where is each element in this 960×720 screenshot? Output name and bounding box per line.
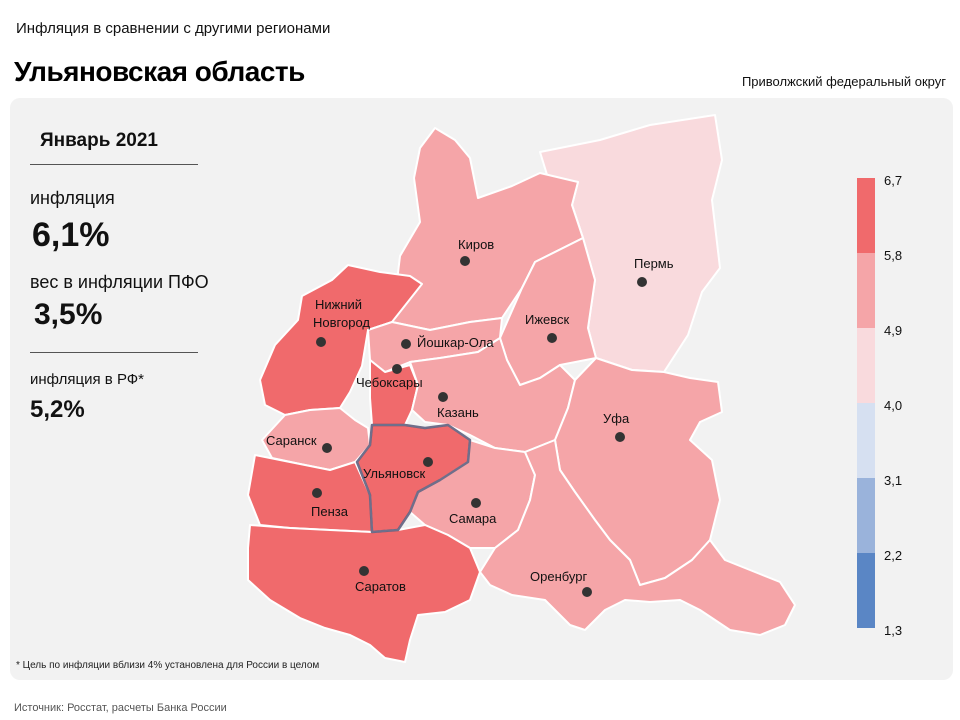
city-dot-ulyanovsk <box>423 457 433 467</box>
legend-bin <box>857 403 875 478</box>
city-label-ufa: Уфа <box>603 411 630 426</box>
region-orenburg[interactable] <box>479 439 796 636</box>
highlight-outline <box>355 423 472 534</box>
city-label-ulyanovsk: Ульяновск <box>363 466 425 481</box>
legend-tick-label: 2,2 <box>884 548 903 563</box>
inflation-value: 6,1% <box>32 216 110 254</box>
city-labels: Киров Пермь Нижний Новгород Ижевск Йошка… <box>266 237 674 594</box>
city-dot-nizhny <box>316 337 326 347</box>
city-label-kazan: Казань <box>437 405 479 420</box>
city-label-saratov: Саратов <box>355 579 406 594</box>
legend-tick-label: 1,3 <box>884 623 903 638</box>
city-dot-perm <box>637 277 647 287</box>
divider <box>30 164 198 165</box>
district-label: Приволжский федеральный округ <box>741 74 946 89</box>
legend-color-bar <box>857 178 875 628</box>
city-dot-saransk <box>322 443 332 453</box>
rf-inflation-label: инфляция в РФ* <box>30 371 145 388</box>
city-label-nizhny-2: Новгород <box>313 315 370 330</box>
legend-tick-label: 4,9 <box>884 323 903 338</box>
legend-tick-label: 3,1 <box>884 473 903 488</box>
legend-tick-label: 5,8 <box>884 248 903 263</box>
city-label-orenburg: Оренбург <box>530 569 587 584</box>
source-note: Источник: Росстат, расчеты Банка России <box>14 702 227 714</box>
city-label-yoshkarola: Йошкар-Ола <box>417 335 494 350</box>
legend-bin <box>857 553 875 628</box>
city-label-saransk: Саранск <box>266 433 317 448</box>
city-dot-cheboksary <box>392 364 402 374</box>
city-label-cheboksary: Чебоксары <box>356 375 423 390</box>
city-dot-saratov <box>359 566 369 576</box>
legend-bin <box>857 178 875 253</box>
period-label: Январь 2021 <box>40 130 158 151</box>
rf-inflation-value: 5,2% <box>30 396 85 423</box>
footnote: * Цель по инфляции вблизи 4% установлена… <box>16 660 320 671</box>
city-dot-ufa <box>615 432 625 442</box>
city-markers <box>312 256 647 597</box>
city-label-izhevsk: Ижевск <box>525 312 570 327</box>
city-label-penza: Пенза <box>311 504 349 519</box>
city-label-nizhny-1: Нижний <box>315 297 362 312</box>
city-dot-kazan <box>438 392 448 402</box>
city-dot-yoshkarola <box>401 339 411 349</box>
legend-tick-label: 6,7 <box>884 173 903 188</box>
weight-value: 3,5% <box>34 298 103 331</box>
city-dot-izhevsk <box>547 333 557 343</box>
city-label-samara: Самара <box>449 511 497 526</box>
city-dot-penza <box>312 488 322 498</box>
legend-tick-label: 4,0 <box>884 398 903 413</box>
weight-label: вес в инфляции ПФО <box>30 272 209 292</box>
inflation-label: инфляция <box>30 188 115 208</box>
city-dot-orenburg <box>582 587 592 597</box>
page-subtitle: Инфляция в сравнении с другими регионами <box>16 20 331 37</box>
city-dot-kirov <box>460 256 470 266</box>
page-title: Ульяновская область <box>14 56 305 87</box>
legend-bin <box>857 328 875 403</box>
city-label-kirov: Киров <box>458 237 494 252</box>
legend-bin <box>857 253 875 328</box>
city-dot-samara <box>471 498 481 508</box>
divider <box>30 352 198 353</box>
legend-bin <box>857 478 875 553</box>
city-label-perm: Пермь <box>634 256 674 271</box>
region-penza[interactable] <box>247 454 373 533</box>
